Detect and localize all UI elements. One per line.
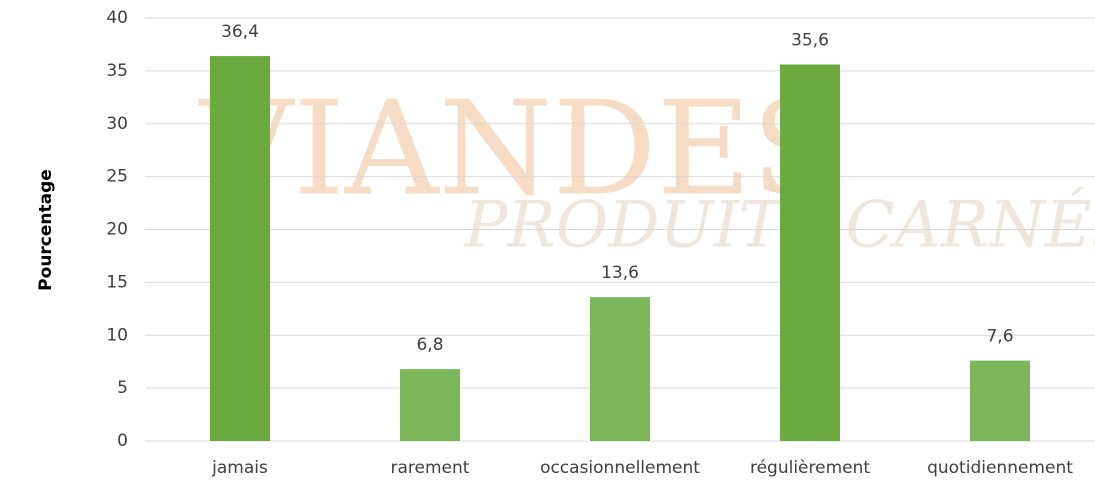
y-tick-label: 15 (106, 272, 128, 292)
y-tick-label: 30 (106, 114, 128, 134)
x-tick-label: quotidiennement (927, 458, 1073, 478)
data-label: 7,6 (986, 327, 1013, 347)
data-label: 35,6 (791, 31, 829, 51)
bar (400, 369, 460, 441)
y-tick-label: 10 (106, 325, 128, 345)
bar (590, 297, 650, 441)
bar (210, 56, 270, 441)
y-tick-label: 35 (106, 61, 128, 81)
y-tick-label: 0 (117, 431, 128, 451)
bar (970, 360, 1030, 441)
bar (780, 64, 840, 441)
x-tick-label: régulièrement (750, 458, 870, 478)
y-tick-label: 5 (117, 378, 128, 398)
data-label: 36,4 (221, 22, 259, 42)
x-tick-label: occasionnellement (540, 458, 700, 478)
x-tick-label: jamais (211, 458, 268, 478)
watermark: PRODUITS CARNÉS (463, 188, 1095, 263)
y-axis-label: Pourcentage (36, 169, 56, 291)
y-tick-label: 25 (106, 167, 128, 187)
watermark: VIANDES (197, 73, 840, 225)
data-label: 6,8 (416, 335, 443, 355)
x-tick-label: rarement (391, 458, 470, 478)
y-tick-label: 40 (106, 8, 128, 28)
data-label: 13,6 (601, 263, 639, 283)
y-tick-label: 20 (106, 220, 128, 240)
